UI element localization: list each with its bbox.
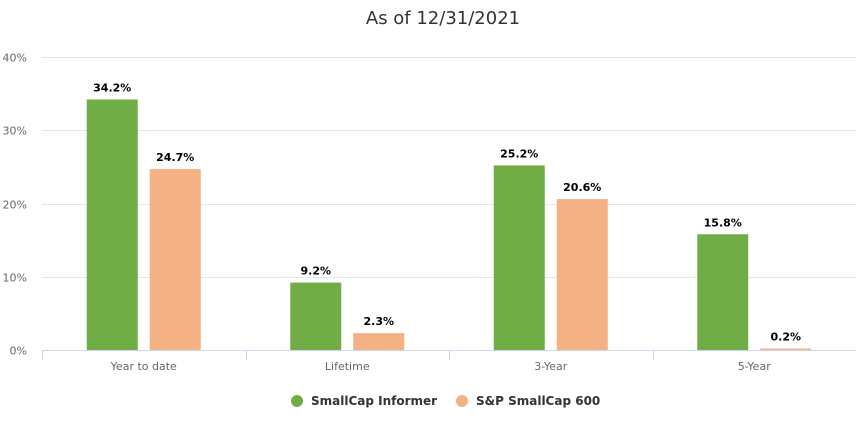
data-label: 25.2% xyxy=(500,147,538,160)
x-tick-label: 5-Year xyxy=(738,360,771,373)
x-tick-label: 3-Year xyxy=(534,360,567,373)
data-label: 15.8% xyxy=(704,216,742,229)
bar xyxy=(353,333,405,350)
x-axis: Year to date Lifetime 3-Year 5-Year xyxy=(42,350,856,373)
bar xyxy=(86,99,138,350)
legend-marker xyxy=(291,395,303,407)
legend-item[interactable]: SmallCap Informer xyxy=(311,394,437,408)
data-label: 2.3% xyxy=(363,315,394,328)
bars xyxy=(86,99,812,350)
bar xyxy=(697,234,749,350)
chart-title: As of 12/31/2021 xyxy=(366,8,520,29)
data-label: 20.6% xyxy=(563,181,601,194)
legend-item[interactable]: S&P SmallCap 600 xyxy=(476,394,600,408)
legend-marker xyxy=(456,395,468,407)
y-tick-label: 20% xyxy=(3,199,27,212)
legend: SmallCap Informer S&P SmallCap 600 xyxy=(291,394,600,408)
bar xyxy=(149,169,201,350)
data-labels: 34.2% 9.2% 25.2% 15.8% 24.7% 2.3% 20.6% 0.2% xyxy=(92,80,803,345)
data-label: 34.2% xyxy=(93,81,131,94)
y-tick-label: 10% xyxy=(3,272,27,285)
data-label: 24.7% xyxy=(156,151,194,164)
bar xyxy=(493,165,545,350)
bar xyxy=(556,199,608,350)
x-tick-label: Lifetime xyxy=(325,360,370,373)
y-axis: 0% 10% 20% 30% 40% xyxy=(3,52,27,358)
bar xyxy=(290,282,342,350)
data-label: 9.2% xyxy=(300,265,331,278)
x-tick-label: Year to date xyxy=(110,360,177,373)
data-label: 0.2% xyxy=(770,331,801,344)
bar xyxy=(760,348,812,350)
y-tick-label: 0% xyxy=(10,345,27,358)
y-tick-label: 30% xyxy=(3,125,27,138)
y-tick-label: 40% xyxy=(3,52,27,65)
